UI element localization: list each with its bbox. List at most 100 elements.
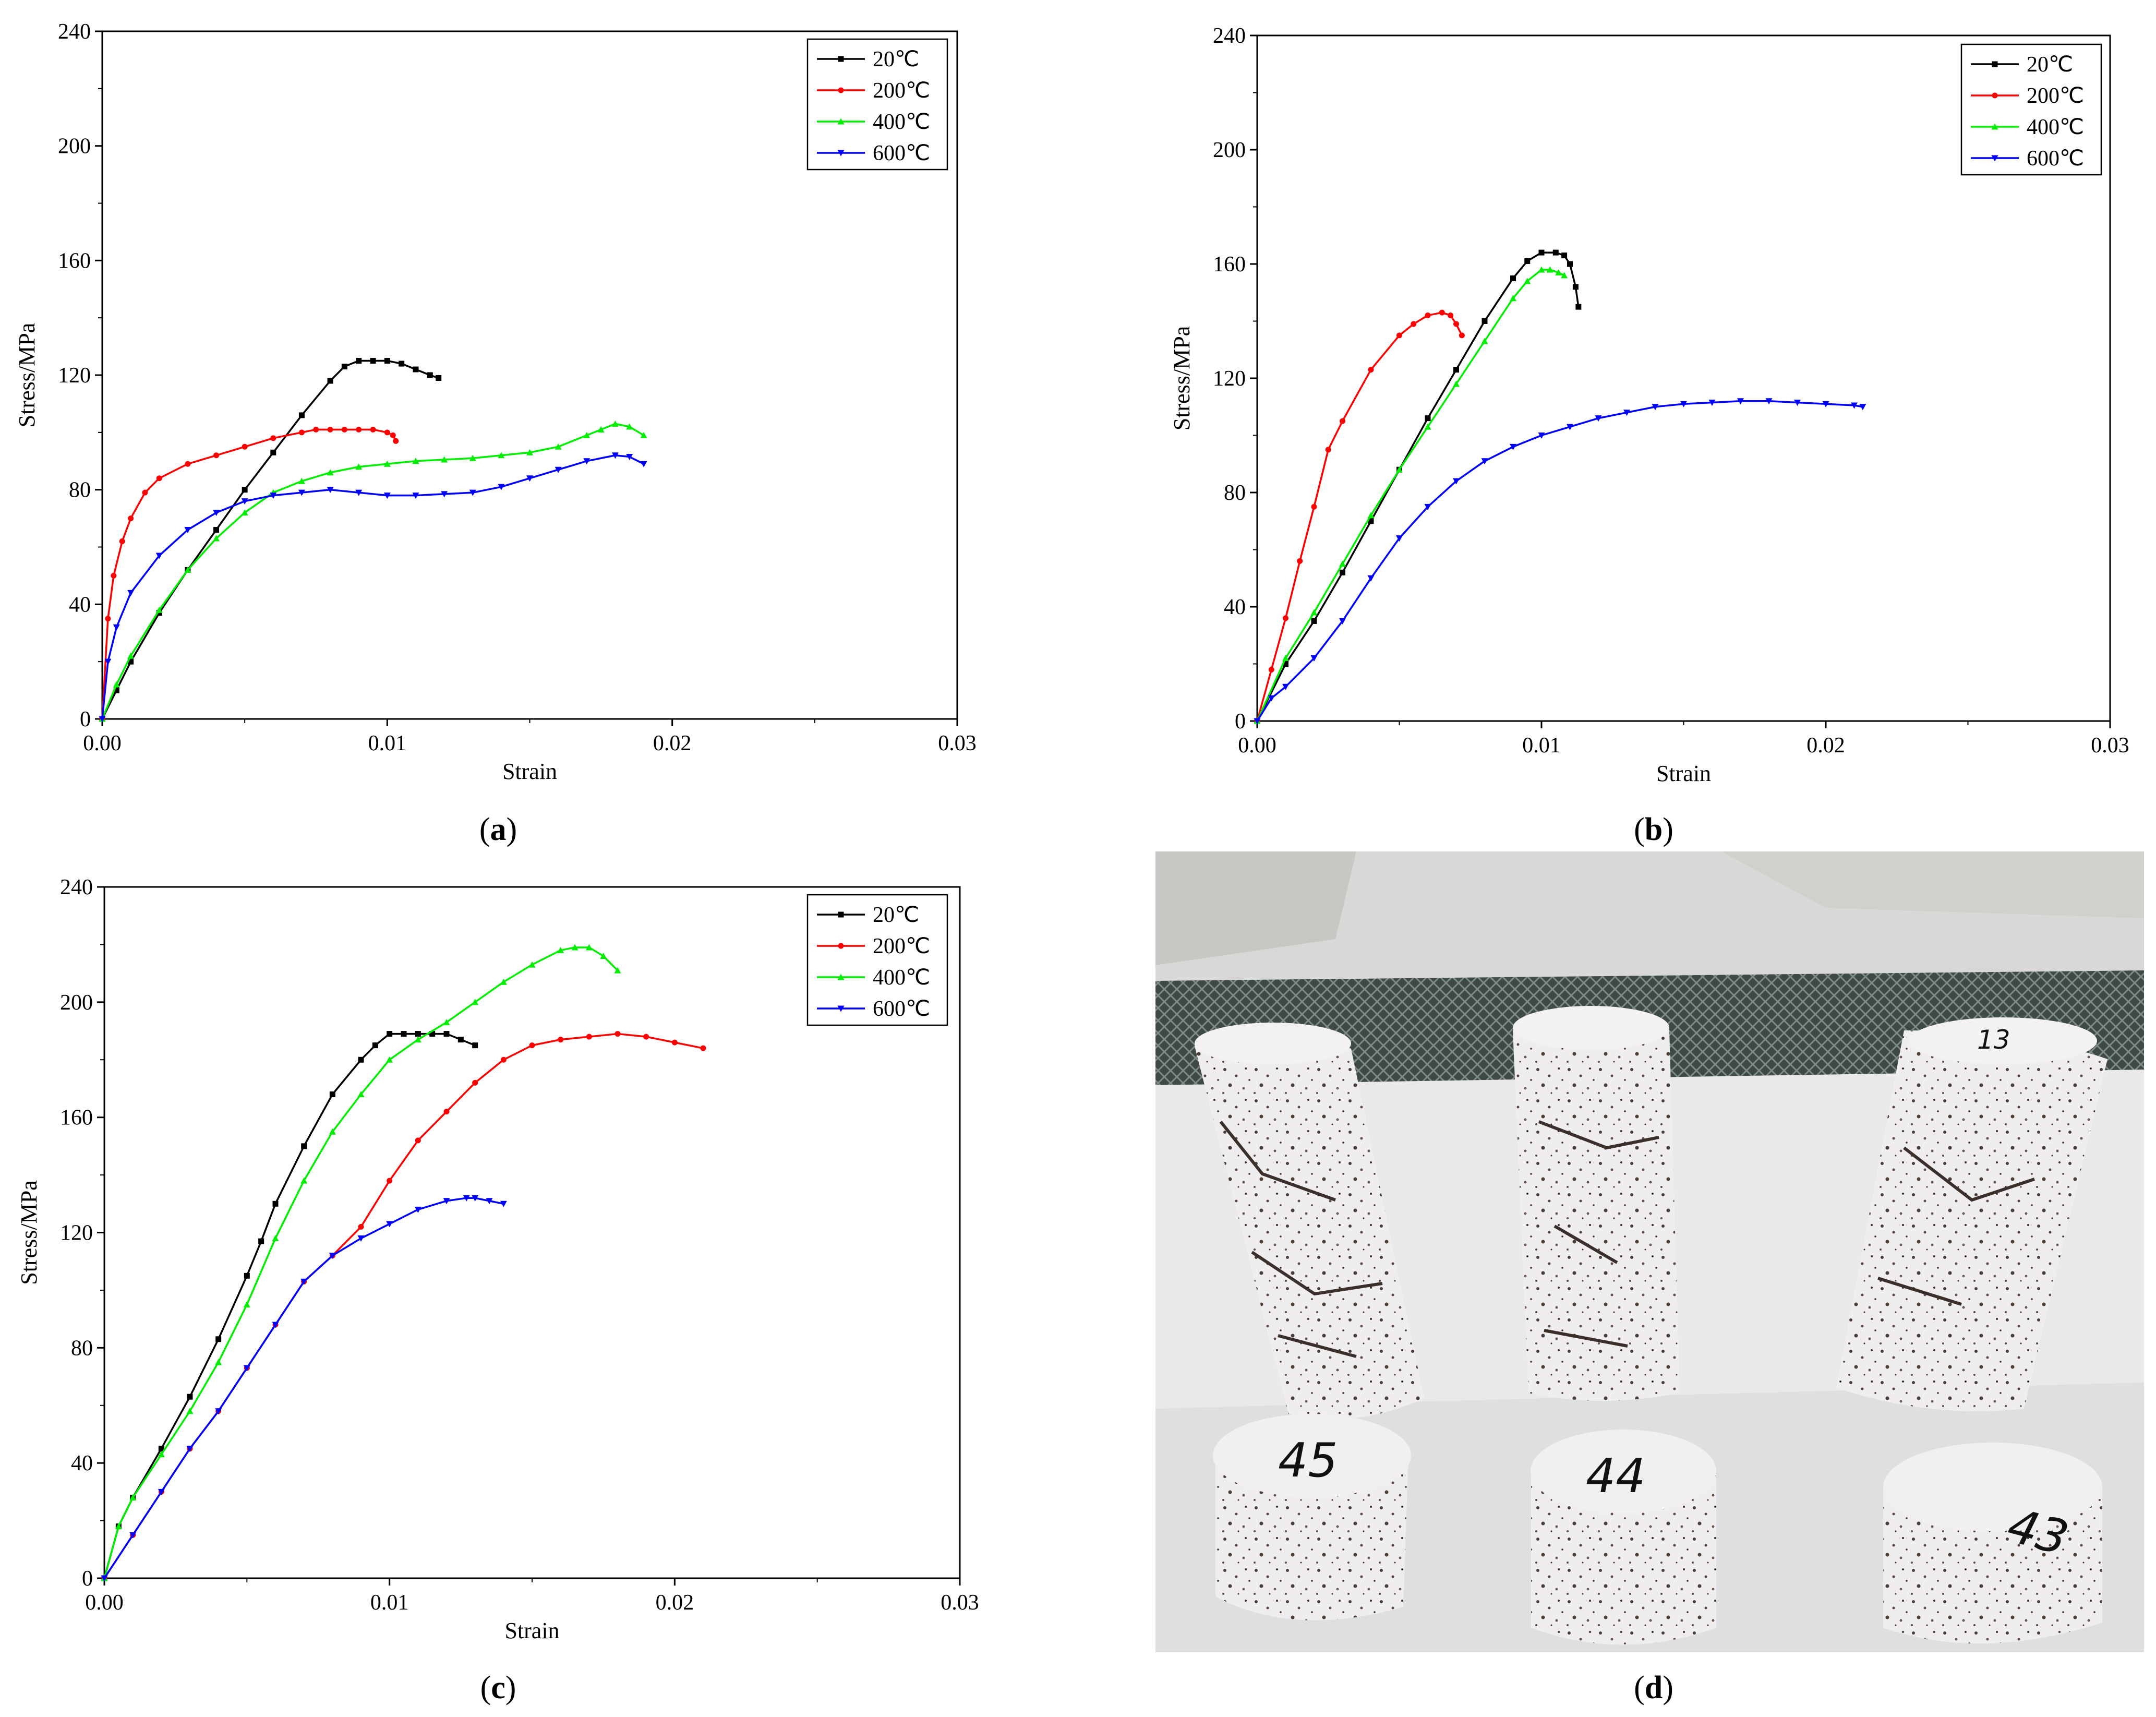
data-point bbox=[298, 412, 305, 418]
data-point bbox=[104, 658, 112, 665]
data-point bbox=[270, 449, 276, 455]
data-point bbox=[640, 461, 647, 467]
data-point bbox=[1737, 398, 1744, 405]
data-point bbox=[1575, 304, 1582, 310]
panel-a-chart: 0.00 0.01 0.02 0.03 0 40 80 120 160 200 240 Strain S… bbox=[14, 20, 977, 784]
legend-marker bbox=[838, 943, 844, 949]
data-point bbox=[1425, 415, 1431, 422]
data-point bbox=[383, 460, 391, 467]
data-point bbox=[298, 489, 305, 496]
y-tick-label: 120 bbox=[58, 364, 91, 388]
legend-box bbox=[806, 894, 948, 1026]
data-point bbox=[301, 1143, 307, 1149]
x-tick-label: 0.02 bbox=[653, 731, 692, 755]
data-point bbox=[1510, 295, 1516, 302]
data-point bbox=[356, 358, 362, 364]
data-point bbox=[129, 1532, 137, 1539]
data-point bbox=[1652, 404, 1659, 411]
data-point bbox=[585, 944, 593, 951]
data-point bbox=[1524, 258, 1531, 265]
x-tick-label: 0.02 bbox=[1806, 734, 1845, 758]
data-point bbox=[158, 1446, 164, 1452]
data-point bbox=[213, 535, 220, 542]
data-point bbox=[583, 458, 591, 465]
x-tick-label: 0.03 bbox=[2091, 734, 2129, 758]
series-3 bbox=[101, 1195, 507, 1582]
series-line bbox=[101, 359, 439, 719]
data-point bbox=[472, 1195, 479, 1202]
data-point bbox=[1552, 249, 1559, 256]
legend-label: 200℃ bbox=[873, 79, 930, 103]
data-point bbox=[1282, 655, 1289, 662]
data-point bbox=[1268, 695, 1275, 702]
data-point bbox=[500, 978, 507, 985]
data-point bbox=[571, 944, 579, 951]
data-point bbox=[1822, 401, 1829, 407]
x-tick-label: 0.00 bbox=[83, 731, 122, 755]
series-0 bbox=[99, 358, 442, 722]
caption-d: (d) bbox=[1634, 1670, 1673, 1706]
data-point bbox=[1339, 618, 1346, 625]
data-point bbox=[1453, 380, 1460, 387]
data-point bbox=[1459, 332, 1465, 339]
data-point bbox=[372, 1042, 378, 1049]
data-point bbox=[272, 1200, 279, 1207]
data-point bbox=[383, 493, 391, 499]
y-tick-label: 240 bbox=[60, 875, 93, 899]
specimen-cylinder-left bbox=[1195, 1023, 1424, 1419]
legend-marker bbox=[837, 118, 845, 125]
data-point bbox=[1368, 367, 1374, 373]
data-point bbox=[355, 463, 363, 470]
data-point bbox=[500, 1056, 507, 1063]
data-point bbox=[500, 1200, 507, 1207]
data-point bbox=[113, 681, 120, 688]
data-point bbox=[441, 491, 448, 498]
data-point bbox=[127, 652, 135, 659]
specimen-disk-left: 45 bbox=[1213, 1414, 1411, 1620]
caption-a: (a) bbox=[479, 812, 517, 847]
specimen-disk-right: 43 bbox=[1883, 1443, 2102, 1644]
data-point bbox=[399, 361, 405, 367]
data-point bbox=[386, 1221, 393, 1228]
data-point bbox=[384, 429, 390, 436]
y-tick-label: 80 bbox=[1224, 481, 1246, 505]
data-point bbox=[358, 1223, 364, 1230]
data-point bbox=[158, 1488, 165, 1495]
y-tick-label: 120 bbox=[60, 1221, 93, 1245]
legend-marker bbox=[838, 56, 844, 62]
y-tick-label: 80 bbox=[69, 478, 91, 502]
data-point bbox=[1396, 535, 1403, 542]
legend-marker bbox=[1991, 155, 1998, 162]
data-point bbox=[384, 358, 390, 364]
legend-marker bbox=[837, 974, 845, 980]
panel-c-chart: 0.00 0.01 0.02 0.03 0 40 80 120 160 200 240 Strain S… bbox=[16, 875, 979, 1643]
data-point bbox=[469, 489, 476, 496]
data-point bbox=[583, 431, 591, 438]
legend-label: 600℃ bbox=[873, 997, 930, 1021]
data-point bbox=[243, 1301, 250, 1308]
data-point bbox=[387, 1031, 393, 1037]
data-point bbox=[341, 364, 347, 370]
data-point bbox=[241, 498, 248, 505]
data-point bbox=[1448, 313, 1454, 319]
data-point bbox=[414, 1036, 421, 1043]
legend-marker bbox=[1992, 92, 1998, 99]
y-axis-label: Stress/MPa bbox=[14, 323, 40, 427]
legend-marker bbox=[838, 87, 844, 93]
data-point bbox=[643, 1034, 649, 1040]
photo-wall-stain bbox=[1155, 851, 1356, 965]
data-point bbox=[441, 456, 448, 463]
data-point bbox=[486, 1198, 493, 1205]
data-point bbox=[1595, 415, 1602, 422]
data-point bbox=[119, 538, 125, 545]
data-point bbox=[1340, 418, 1345, 424]
data-point bbox=[1623, 410, 1630, 416]
data-point bbox=[298, 477, 305, 484]
data-point bbox=[1297, 558, 1303, 564]
legend-label: 200℃ bbox=[873, 934, 930, 958]
y-axis-label: Stress/MPa bbox=[1169, 326, 1195, 430]
data-point bbox=[1546, 266, 1553, 273]
data-point bbox=[1851, 402, 1858, 409]
data-point bbox=[436, 375, 442, 381]
